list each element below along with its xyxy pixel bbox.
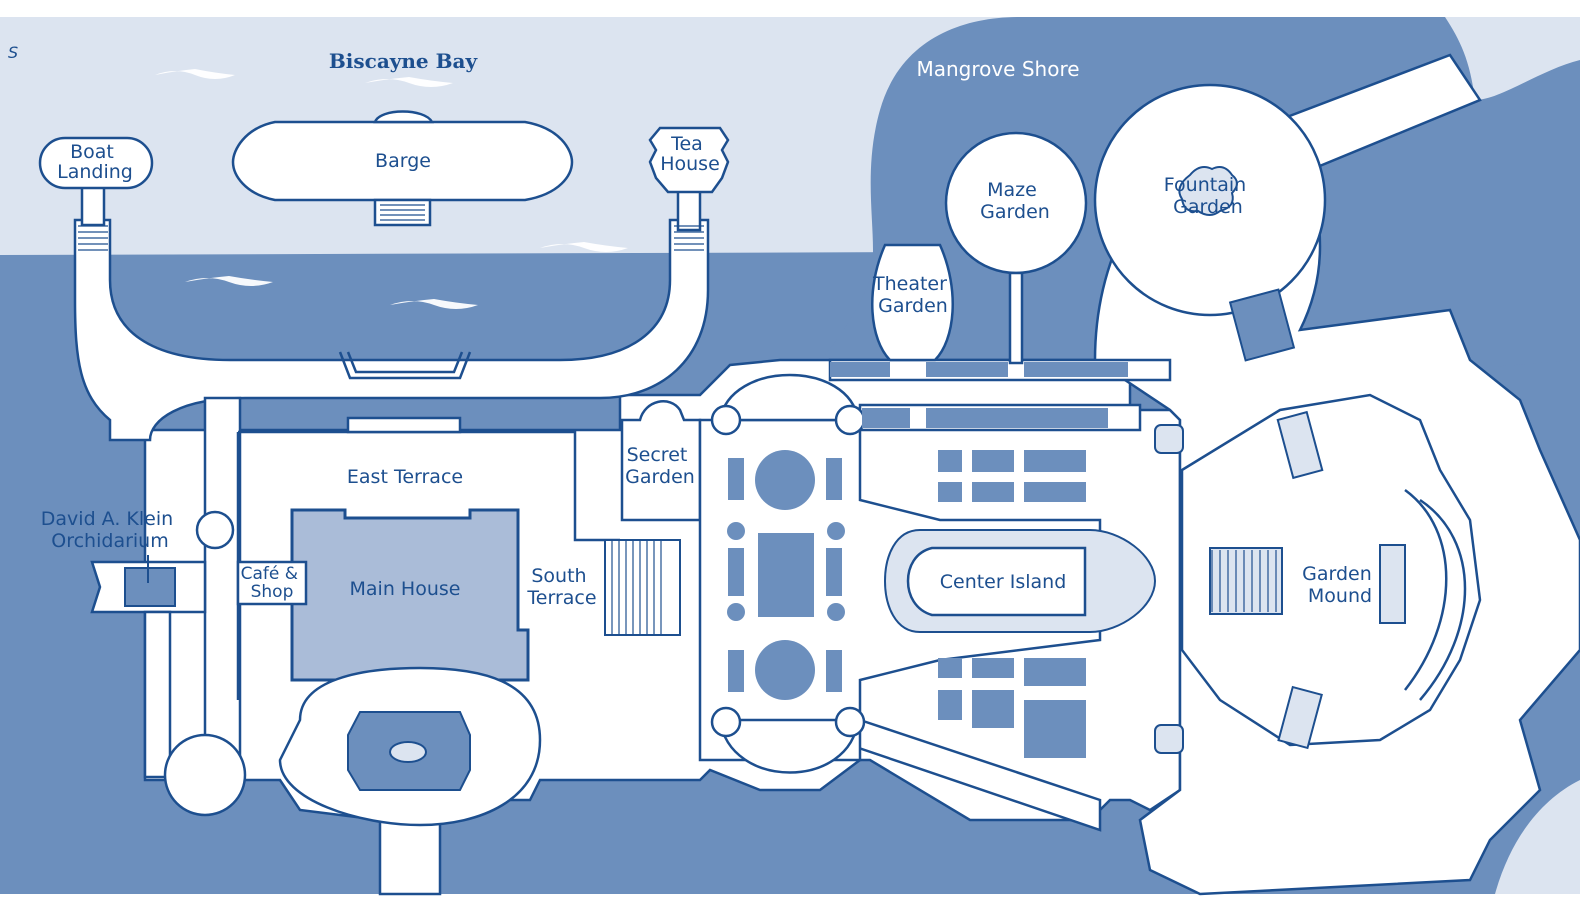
fountain-icon — [1178, 166, 1238, 216]
barge-label: Barge — [375, 150, 431, 172]
boat-landing-box[interactable] — [38, 136, 154, 190]
east-terrace-label: East Terrace — [347, 466, 463, 488]
main-house-label: Main House — [350, 578, 461, 600]
garden-mound-steps — [1211, 550, 1277, 612]
maze-garden-label: Maze Garden — [980, 179, 1050, 223]
theater-garden-shape[interactable] — [871, 243, 954, 362]
formal-garden-pools — [727, 450, 1086, 758]
garden-mound-water-stair — [1209, 547, 1283, 615]
barge-steps — [380, 204, 425, 221]
bay-lower-right — [1495, 780, 1580, 894]
cafe-shop-building[interactable] — [236, 560, 308, 606]
garden-mound-label: Garden Mound — [1302, 563, 1378, 607]
bay-upper-left-shore — [0, 17, 90, 100]
center-island-label: Center Island — [940, 571, 1067, 593]
barge-shape[interactable] — [231, 120, 574, 202]
mangrove-shore-label: Mangrove Shore — [916, 57, 1079, 81]
fountain-garden-pool — [1228, 288, 1296, 362]
south-steps — [1277, 685, 1323, 750]
fountain-garden-label: Fountain Garden — [1164, 174, 1252, 218]
orchidarium-label: David A. Klein Orchidarium — [41, 508, 179, 552]
biscayne-bay-label: Biscayne Bay — [329, 49, 479, 73]
cafe-shop-label: Café & Shop — [241, 564, 304, 602]
garden-mound-outline[interactable] — [1180, 393, 1482, 747]
center-island-inner — [906, 546, 1087, 617]
north-steps — [1276, 410, 1324, 480]
tea-house-shape[interactable] — [648, 126, 730, 194]
water-waves — [155, 69, 628, 309]
tea-house-label: Tea House — [660, 133, 720, 175]
causeway-center-dock — [338, 351, 472, 380]
theater-garden-label: Theater Garden — [872, 273, 953, 317]
boat-landing-label: Boat Landing — [57, 141, 133, 183]
south-terrace-label: South Terrace — [526, 565, 596, 609]
causeway-steps — [78, 225, 704, 251]
secret-garden-label: Secret Garden — [625, 444, 695, 488]
edge-glyph: S — [8, 43, 18, 62]
south-terrace-steps — [604, 539, 681, 636]
